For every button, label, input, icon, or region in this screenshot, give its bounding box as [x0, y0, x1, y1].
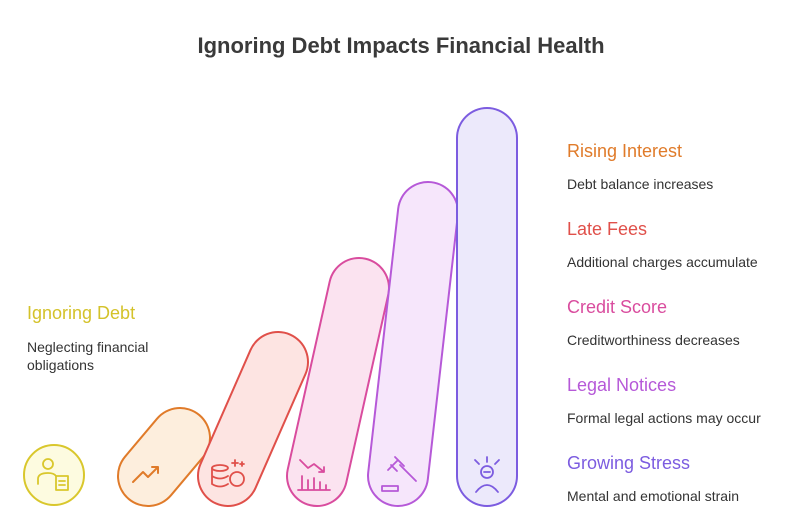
- step-description: Additional charges accumulate: [567, 254, 758, 270]
- icon-trend: [132, 466, 159, 483]
- step-label: Rising Interest: [567, 141, 683, 161]
- icon-gavel: [381, 456, 417, 492]
- icon-person: [37, 458, 69, 491]
- step-description: Formal legal actions may occur: [567, 410, 761, 426]
- icon-coins: [211, 459, 245, 488]
- step-label: Legal Notices: [567, 375, 677, 395]
- step-label: Credit Score: [567, 297, 668, 317]
- step-shape: [286, 257, 390, 507]
- icon-decline: [297, 459, 331, 491]
- step-shape: [197, 331, 309, 507]
- title: Ignoring Debt Impacts Financial Health: [197, 33, 605, 58]
- step-shape: [367, 181, 459, 507]
- step-label: Late Fees: [567, 219, 648, 239]
- step-description: Mental and emotional strain: [567, 488, 739, 504]
- step-label: Growing Stress: [567, 453, 691, 473]
- icon-stressed: [474, 456, 500, 493]
- step-description: Debt balance increases: [567, 176, 714, 192]
- step-description: Neglecting financial obligations: [27, 339, 149, 373]
- step-shape: [117, 407, 211, 507]
- step-description: Creditworthiness decreases: [567, 332, 740, 348]
- step-label: Ignoring Debt: [27, 303, 136, 323]
